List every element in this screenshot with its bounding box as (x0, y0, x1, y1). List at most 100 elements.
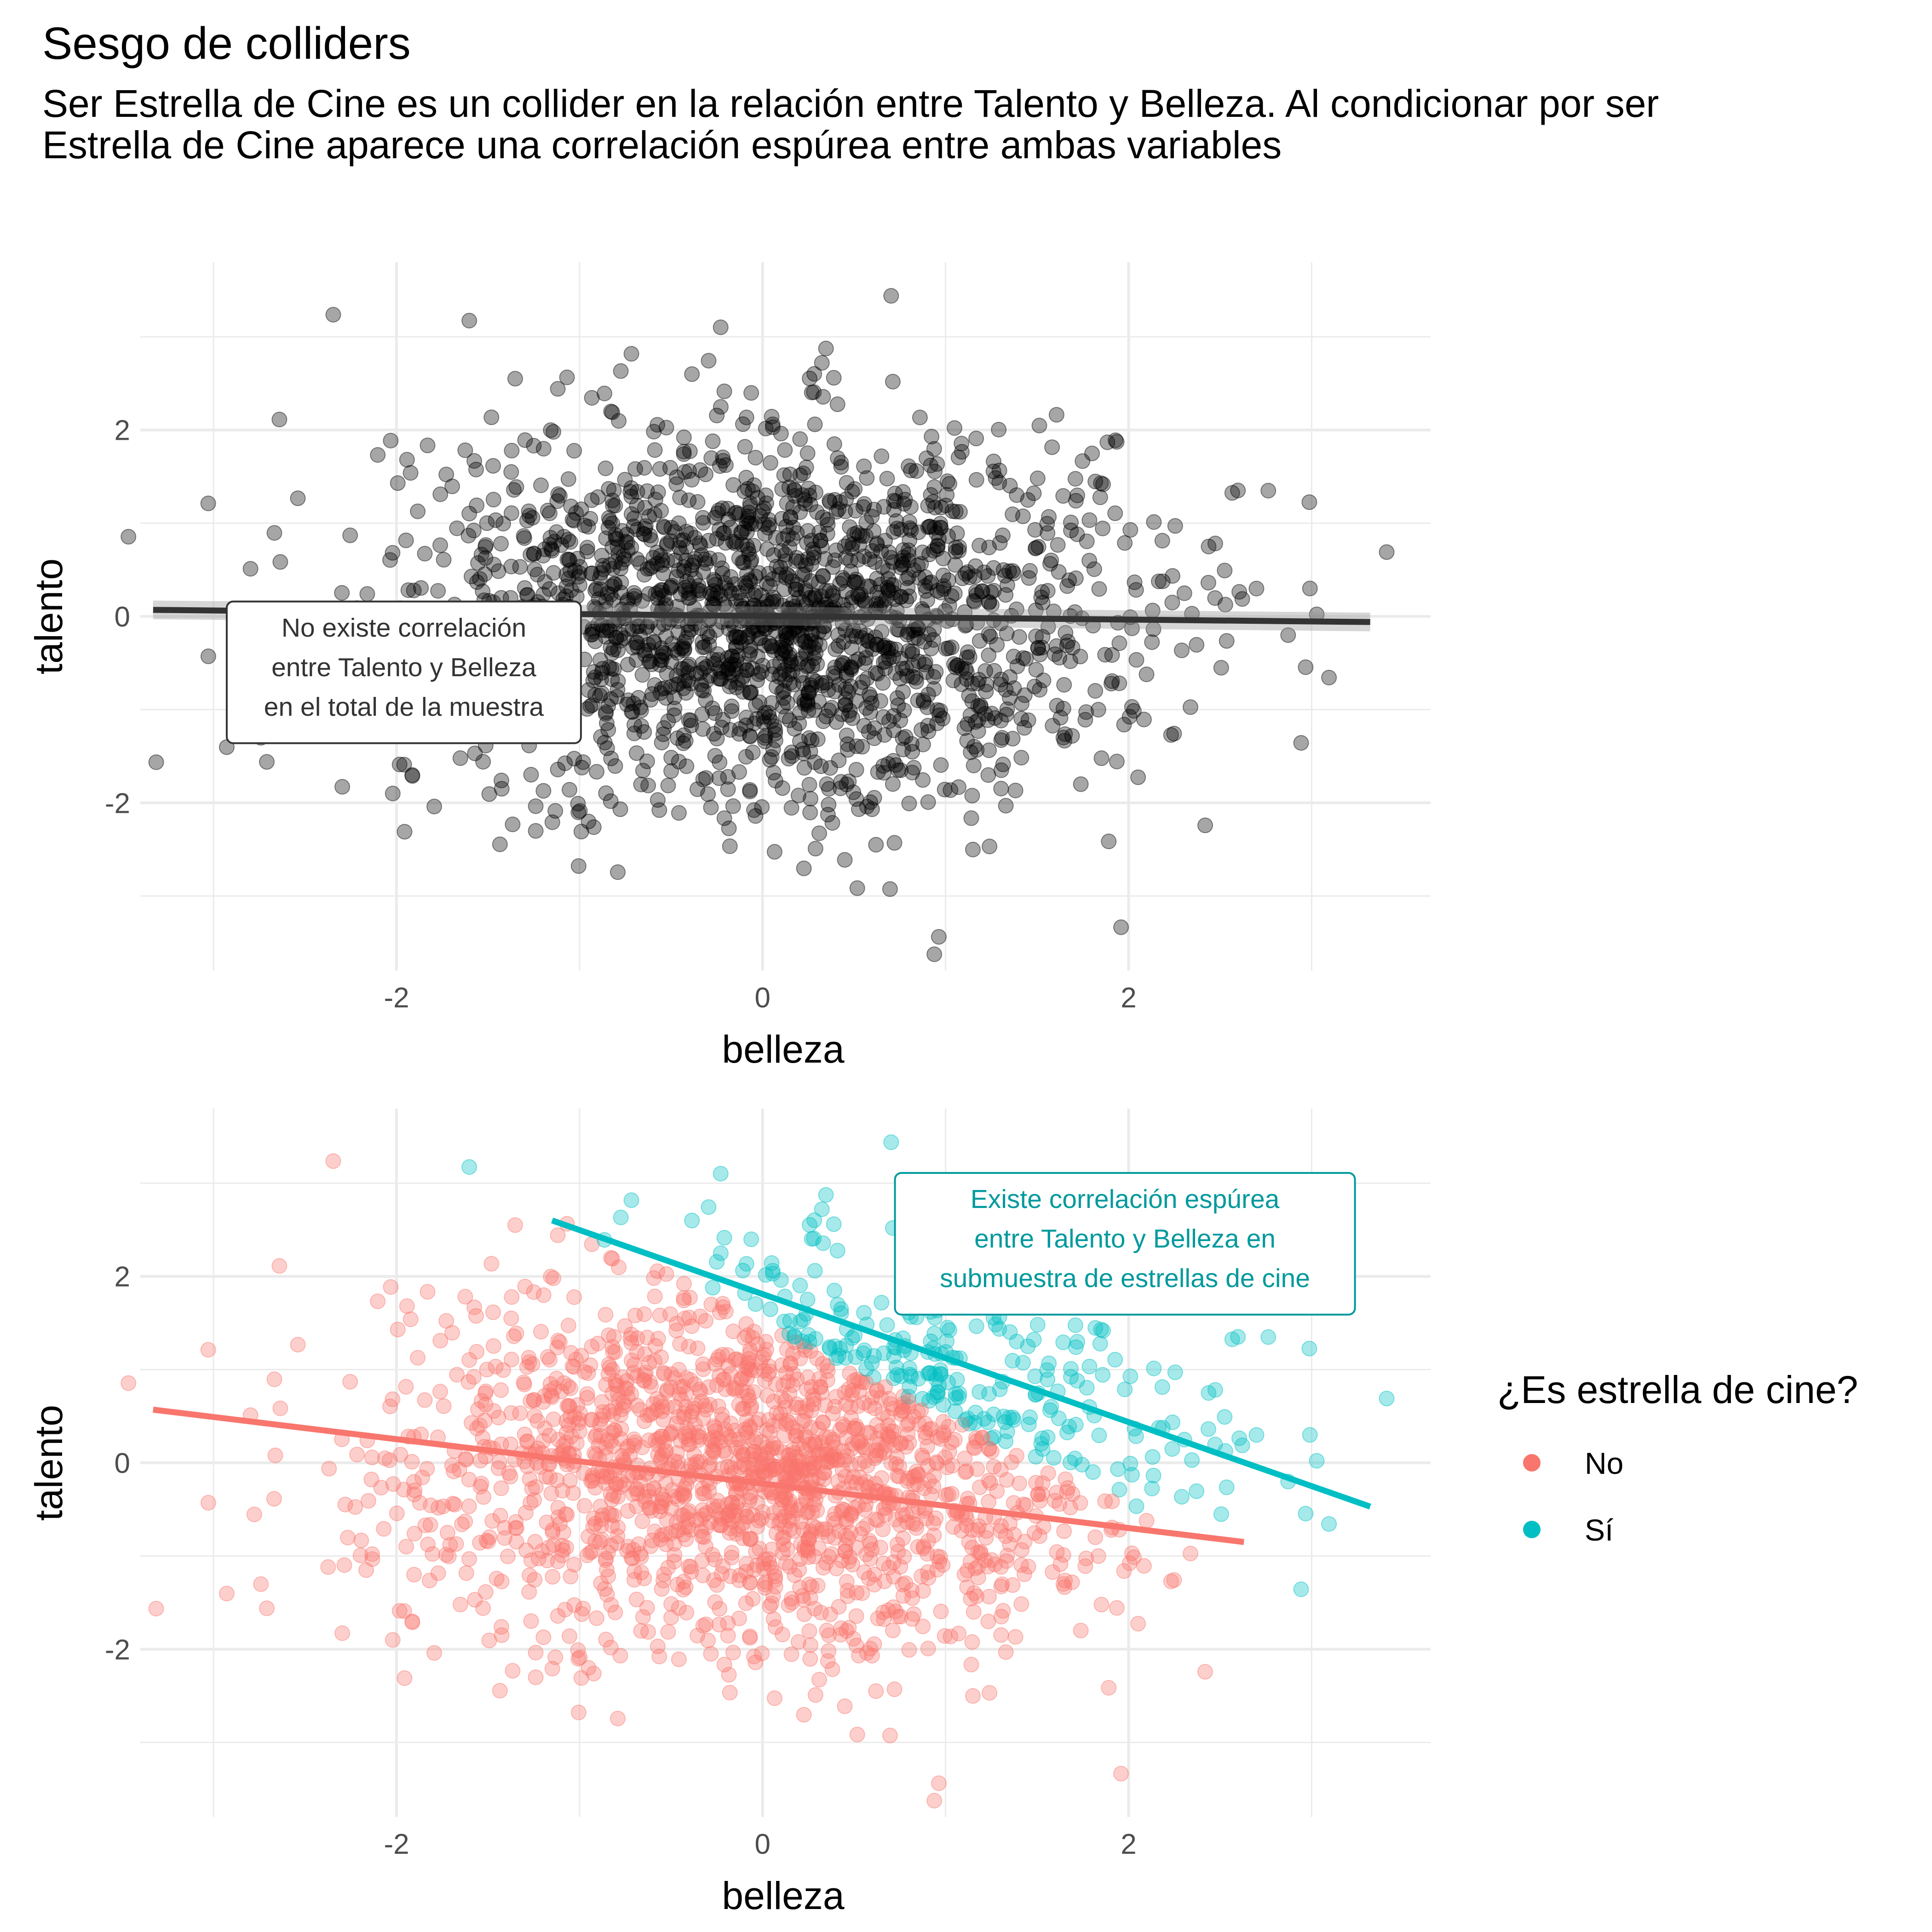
data-point (932, 520, 949, 536)
data-point (654, 648, 670, 664)
data-point (977, 706, 993, 722)
y-tick-label: -2 (105, 1634, 130, 1666)
data-point (970, 675, 986, 691)
data-point (869, 1383, 885, 1399)
data-point (981, 1494, 997, 1510)
data-point (1056, 677, 1072, 693)
data-point (621, 621, 637, 637)
data-point (1039, 516, 1055, 532)
data-point (1060, 633, 1076, 650)
data-point (481, 786, 497, 802)
data-point (521, 508, 537, 524)
data-point (1213, 660, 1229, 676)
data-point (1026, 485, 1042, 501)
data-point (410, 1350, 426, 1366)
data-point (914, 722, 929, 738)
annotation-text: entre Talento y Belleza en (974, 1224, 1276, 1254)
data-point (629, 498, 645, 513)
data-point (647, 442, 663, 458)
data-point (579, 1547, 595, 1564)
data-point (678, 733, 694, 749)
data-point (725, 477, 742, 493)
data-point (815, 509, 831, 525)
data-point (798, 1429, 814, 1445)
data-point (1029, 1317, 1046, 1333)
data-point (959, 1511, 975, 1527)
data-point (347, 1499, 363, 1515)
data-point (598, 629, 614, 645)
data-point (773, 426, 789, 442)
data-point (1144, 1481, 1160, 1496)
data-point (481, 1633, 497, 1649)
data-point (988, 470, 1004, 486)
data-point (527, 561, 543, 577)
data-point (417, 1518, 433, 1533)
data-point (1079, 1380, 1095, 1396)
data-point (892, 713, 908, 729)
data-point (662, 460, 678, 476)
data-point (735, 554, 751, 570)
data-point (398, 532, 414, 548)
data-point (617, 1318, 633, 1334)
data-point (776, 467, 792, 483)
data-point (827, 1338, 843, 1354)
data-point (695, 1361, 711, 1377)
data-point (696, 1529, 712, 1545)
data-point (862, 704, 878, 720)
data-point (517, 1426, 533, 1443)
data-point (1003, 1454, 1019, 1470)
data-point (858, 514, 874, 530)
data-point (719, 650, 736, 666)
data-point (690, 781, 705, 797)
data-point (623, 506, 639, 522)
data-point (404, 768, 420, 784)
data-point (848, 693, 864, 709)
data-point (631, 690, 646, 706)
data-point (430, 1565, 446, 1581)
bottom-panel: -2 0 2 -2 0 2 belleza talento Existe correlación… (27, 1109, 1431, 1917)
data-point (671, 563, 687, 578)
data-point (874, 1294, 890, 1311)
data-point (1022, 563, 1038, 579)
data-point (998, 707, 1014, 723)
data-point (782, 712, 798, 728)
data-point (629, 619, 645, 634)
data-point (746, 1323, 762, 1340)
data-point (778, 569, 794, 586)
data-point (694, 707, 710, 722)
data-point (1260, 1329, 1276, 1345)
data-point (610, 864, 626, 880)
data-point (473, 1476, 489, 1492)
data-point (997, 568, 1013, 584)
data-point (550, 761, 566, 777)
data-point (878, 653, 894, 669)
data-point (522, 1567, 537, 1583)
data-point (1166, 725, 1182, 742)
data-point (656, 565, 671, 581)
data-point (808, 484, 823, 500)
data-point (698, 1616, 714, 1633)
data-point (1087, 473, 1104, 489)
data-point (764, 695, 780, 711)
annotation-text: entre Talento y Belleza (271, 653, 536, 682)
data-point (1070, 487, 1085, 503)
data-point (564, 1358, 581, 1374)
data-point (148, 754, 164, 770)
data-point (794, 742, 811, 758)
data-point (1230, 483, 1246, 499)
data-point (705, 1498, 721, 1514)
data-point (876, 639, 892, 656)
data-point (1063, 1361, 1079, 1377)
data-point (583, 627, 599, 643)
data-point (981, 647, 997, 663)
data-point (494, 1619, 509, 1635)
data-point (778, 632, 794, 648)
data-point (656, 518, 672, 535)
data-point (931, 1775, 947, 1791)
data-point (848, 791, 864, 807)
data-point (711, 671, 727, 687)
data-point (1012, 629, 1027, 645)
data-point (981, 594, 997, 610)
data-point (603, 1537, 619, 1553)
data-point (919, 699, 935, 715)
